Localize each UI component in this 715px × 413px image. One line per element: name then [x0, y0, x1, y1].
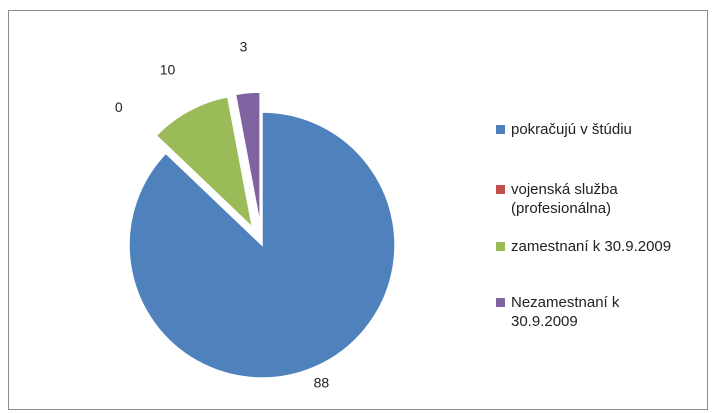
legend-swatch: [496, 242, 505, 251]
legend-item: zamestnaní k 30.9.2009: [496, 237, 671, 256]
pie-slice: [234, 91, 261, 226]
legend-item: vojenská služba (profesionálna): [496, 180, 641, 218]
data-label: 10: [160, 62, 176, 78]
chart-frame: [8, 10, 708, 410]
legend-label: vojenská služba (profesionálna): [511, 181, 618, 217]
data-label: 88: [314, 375, 330, 391]
legend-label: pokračujú v štúdiu: [511, 121, 632, 138]
legend-swatch: [496, 125, 505, 134]
legend-item: pokračujú v štúdiu: [496, 120, 632, 139]
pie-slice: [128, 111, 396, 379]
legend-swatch: [496, 185, 505, 194]
data-label: 0: [115, 99, 123, 115]
legend-swatch: [496, 298, 505, 307]
legend-item: Nezamestnaní k 30.9.2009: [496, 293, 641, 331]
pie-slice: [155, 95, 254, 230]
legend-label: zamestnaní k 30.9.2009: [511, 238, 672, 255]
legend-label: Nezamestnaní k 30.9.2009: [511, 294, 620, 330]
data-label: 3: [240, 39, 248, 55]
